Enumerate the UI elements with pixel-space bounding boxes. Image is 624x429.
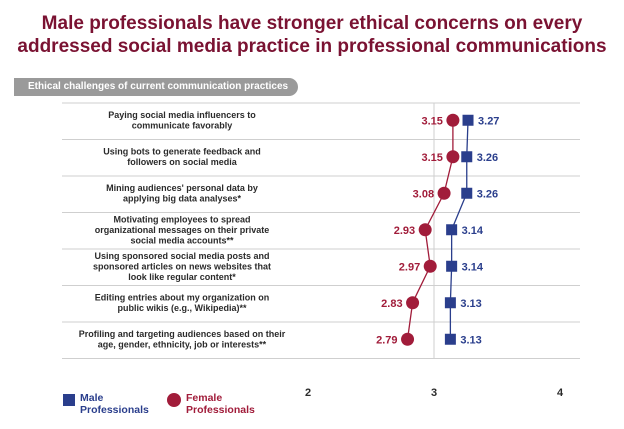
- male-point: [446, 224, 458, 236]
- male-value-label: 3.14: [462, 225, 484, 237]
- legend-male-line-1: Male: [80, 392, 104, 404]
- male-value-label: 3.26: [477, 152, 498, 164]
- category-label: Mining audiences' personal data by applyi…: [106, 183, 258, 204]
- male-point: [444, 297, 456, 309]
- male-point: [444, 333, 456, 345]
- chart-title-line-2: addressed social media practice in profe…: [17, 36, 607, 57]
- female-point: [446, 150, 460, 164]
- x-tick-label: 4: [557, 387, 564, 399]
- female-value-label: 2.83: [381, 298, 402, 310]
- category-label: Using sponsored social media posts and sp…: [93, 251, 271, 282]
- chart-title-line-1: Male professionals have stronger ethical…: [41, 13, 583, 34]
- category-label: Paying social media influencers to commun…: [108, 110, 256, 131]
- legend-male-marker: [63, 394, 75, 406]
- female-point: [406, 296, 420, 310]
- female-value-label: 3.08: [413, 188, 434, 200]
- legend-female-marker: [167, 393, 181, 407]
- female-point: [401, 332, 415, 346]
- male-value-label: 3.14: [462, 261, 484, 273]
- chart-title: Male professionals have stronger ethical…: [0, 12, 624, 58]
- legend-male-label: Male Professionals: [80, 392, 149, 416]
- female-point: [437, 186, 451, 200]
- legend-female-line-1: Female: [186, 392, 223, 404]
- male-point: [461, 151, 473, 163]
- section-label: Ethical challenges of current communicat…: [14, 78, 298, 96]
- female-point: [446, 113, 460, 127]
- female-value-label: 3.15: [421, 152, 442, 164]
- male-value-label: 3.13: [460, 334, 481, 346]
- male-value-label: 3.13: [460, 298, 481, 310]
- category-label: Using bots to generate feedback and follo…: [103, 147, 261, 168]
- male-value-label: 3.26: [477, 188, 498, 200]
- x-tick-label: 2: [305, 387, 311, 399]
- legend-female-label: Female Professionals: [186, 392, 255, 416]
- female-point: [423, 259, 437, 273]
- legend-female-line-2: Professionals: [186, 404, 255, 416]
- female-value-label: 2.93: [394, 225, 415, 237]
- category-label: Motivating employees to spread organizati…: [95, 214, 270, 245]
- male-value-label: 3.27: [478, 115, 499, 127]
- category-label: Profiling and targeting audiences based …: [79, 329, 286, 350]
- female-value-label: 2.97: [399, 261, 420, 273]
- category-label: Editing entries about my organization on…: [95, 293, 270, 314]
- legend-male-line-2: Professionals: [80, 404, 149, 416]
- male-point: [446, 260, 458, 272]
- female-value-label: 2.79: [376, 334, 397, 346]
- female-value-label: 3.15: [421, 115, 442, 127]
- male-point: [462, 114, 474, 126]
- male-point: [461, 187, 473, 199]
- x-tick-label: 3: [431, 387, 437, 399]
- female-point: [418, 223, 432, 237]
